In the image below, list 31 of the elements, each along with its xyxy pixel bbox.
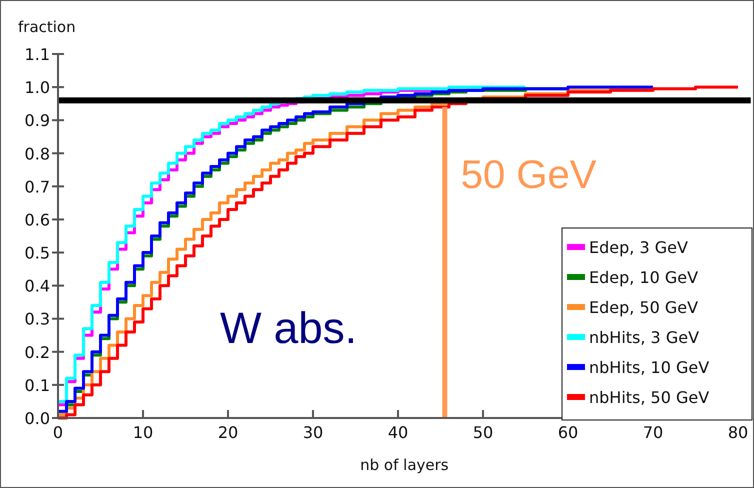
x-tick-label: 0 [52, 423, 64, 442]
y-tick-label: 0.1 [24, 376, 50, 395]
x-tick-label: 80 [728, 423, 748, 442]
x-tick-label: 10 [132, 423, 154, 442]
x-tick-label: 40 [388, 423, 408, 442]
y-tick-label: 0.3 [24, 310, 50, 329]
y-tick-label: 0.8 [24, 144, 50, 164]
x-tick-label: 50 [472, 423, 494, 442]
x-tick-label: 30 [302, 423, 324, 442]
legend-label: nbHits, 3 GeV [589, 328, 700, 347]
y-tick-label: 0.7 [24, 177, 50, 196]
y-tick-label: 1.0 [24, 78, 50, 98]
y-axis-title: fraction [18, 18, 76, 36]
y-tick-label: 0.9 [24, 111, 50, 130]
legend-label: Edep, 10 GeV [589, 268, 698, 287]
y-tick-label: 0.6 [24, 210, 50, 230]
legend-label: nbHits, 50 GeV [589, 388, 710, 407]
ref-line-label: 50 GeV [460, 153, 597, 197]
y-tick-label: 0.5 [24, 244, 50, 263]
legend-label: Edep, 3 GeV [589, 238, 688, 257]
x-tick-label: 60 [558, 423, 578, 442]
y-tick-label: 0.4 [24, 276, 50, 296]
y-tick-label: 0.2 [24, 342, 50, 362]
x-tick-label: 20 [218, 423, 238, 442]
y-tick-label: 0.0 [24, 409, 50, 428]
y-tick-label: 1.1 [24, 45, 50, 64]
legend-label: Edep, 50 GeV [589, 298, 698, 317]
x-axis-title: nb of layers [360, 456, 449, 474]
x-tick-label: 70 [642, 423, 664, 442]
legend-label: nbHits, 10 GeV [589, 358, 710, 377]
annotation: W abs. [220, 304, 357, 353]
